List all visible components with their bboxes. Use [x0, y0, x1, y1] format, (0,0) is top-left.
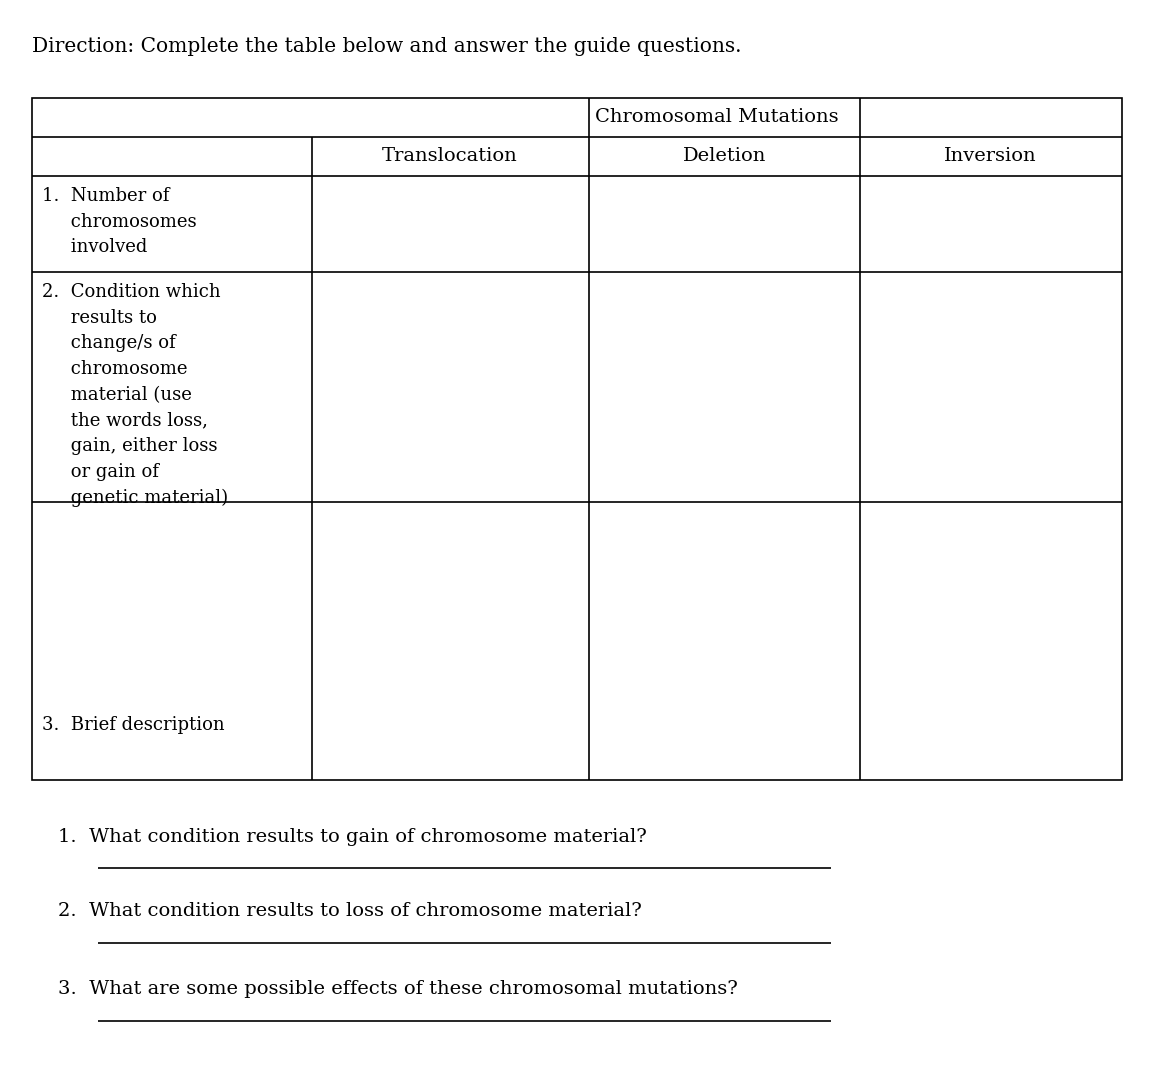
Text: Chromosomal Mutations: Chromosomal Mutations — [594, 109, 839, 126]
Text: 1.  Number of
     chromosomes
     involved: 1. Number of chromosomes involved — [42, 187, 196, 256]
Text: 1.  What condition results to gain of chromosome material?: 1. What condition results to gain of chr… — [58, 828, 646, 846]
Text: Deletion: Deletion — [682, 147, 766, 166]
Text: 2.  What condition results to loss of chromosome material?: 2. What condition results to loss of chr… — [58, 902, 642, 921]
Text: 2.  Condition which
     results to
     change/s of
     chromosome
     materi: 2. Condition which results to change/s o… — [42, 283, 227, 507]
Text: Inversion: Inversion — [944, 147, 1037, 166]
Bar — [32, 98, 1122, 780]
Text: Direction: Complete the table below and answer the guide questions.: Direction: Complete the table below and … — [32, 37, 742, 57]
Text: 3.  What are some possible effects of these chromosomal mutations?: 3. What are some possible effects of the… — [58, 980, 737, 999]
Text: 3.  Brief description: 3. Brief description — [42, 716, 224, 734]
Text: Translocation: Translocation — [382, 147, 518, 166]
